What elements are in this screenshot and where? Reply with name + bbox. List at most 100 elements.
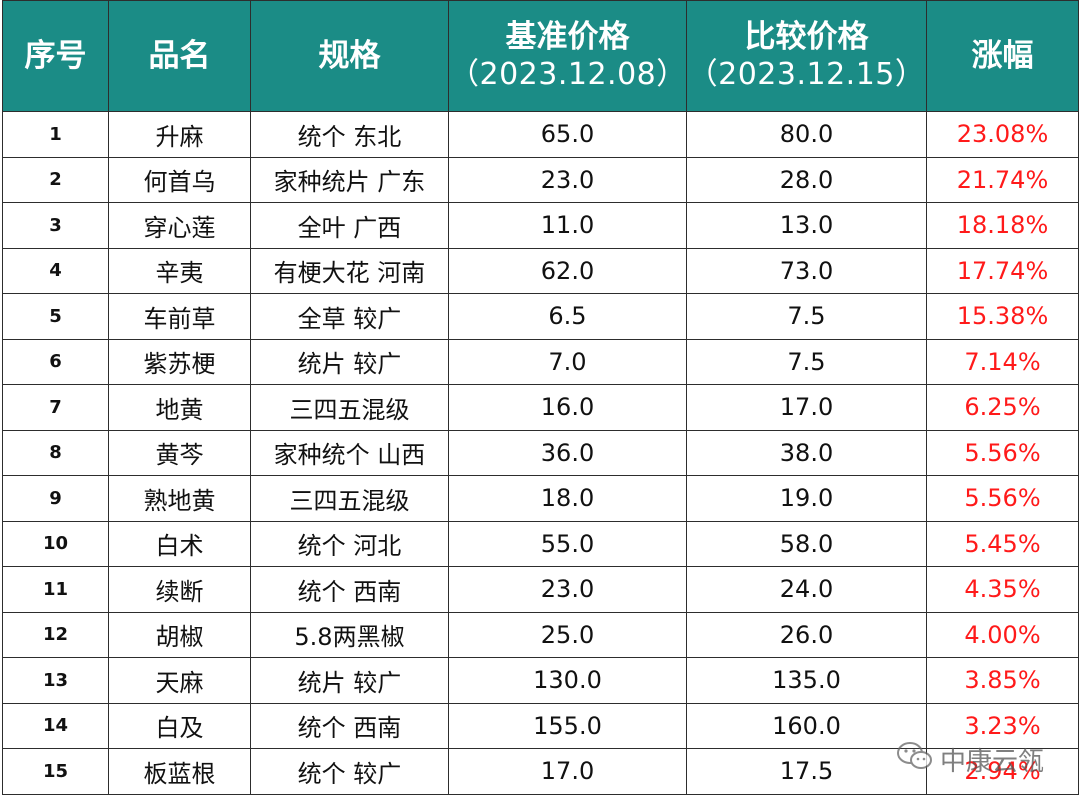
- row-spec: 统个 较广: [250, 748, 449, 795]
- row-change: 5.45%: [926, 520, 1079, 567]
- row-change: 2.94%: [926, 748, 1079, 795]
- row-index: 12: [2, 611, 109, 658]
- header-compare-price: 比较价格 （2023.12.15）: [686, 0, 927, 112]
- row-base-price: 23.0: [448, 566, 687, 613]
- row-spec: 统片 较广: [250, 338, 449, 385]
- row-spec: 三四五混级: [250, 384, 449, 431]
- row-compare-price: 7.5: [686, 293, 927, 340]
- row-name: 熟地黄: [108, 475, 251, 522]
- row-base-price: 6.5: [448, 293, 687, 340]
- row-compare-price: 80.0: [686, 111, 927, 158]
- row-index: 11: [2, 566, 109, 613]
- row-spec: 统个 西南: [250, 702, 449, 749]
- row-base-price: 25.0: [448, 611, 687, 658]
- row-spec: 5.8两黑椒: [250, 611, 449, 658]
- row-compare-price: 38.0: [686, 429, 927, 476]
- row-change: 23.08%: [926, 111, 1079, 158]
- row-name: 黄芩: [108, 429, 251, 476]
- row-name: 胡椒: [108, 611, 251, 658]
- row-base-price: 23.0: [448, 156, 687, 203]
- row-compare-price: 135.0: [686, 657, 927, 704]
- header-compare-price-date: （2023.12.15）: [687, 57, 926, 92]
- row-compare-price: 13.0: [686, 202, 927, 249]
- row-spec: 家种统片 广东: [250, 156, 449, 203]
- row-name: 续断: [108, 566, 251, 613]
- row-name: 紫苏梗: [108, 338, 251, 385]
- row-change: 7.14%: [926, 338, 1079, 385]
- table-row: 2 何首乌 家种统片 广东 23.0 28.0 21.74%: [2, 156, 1079, 203]
- watermark-text: 中康云瓴: [939, 747, 1044, 777]
- table-row: 4 辛夷 有梗大花 河南 62.0 73.0 17.74%: [2, 247, 1079, 294]
- row-base-price: 65.0: [448, 111, 687, 158]
- row-compare-price: 7.5: [686, 338, 927, 385]
- table-row: 10 白术 统个 河北 55.0 58.0 5.45%: [2, 520, 1079, 567]
- row-spec: 家种统个 山西: [250, 429, 449, 476]
- header-index: 序号: [2, 0, 109, 112]
- header-base-price-label: 基准价格: [505, 19, 630, 55]
- row-name: 辛夷: [108, 247, 251, 294]
- header-compare-price-label: 比较价格: [744, 19, 869, 55]
- row-change: 15.38%: [926, 293, 1079, 340]
- row-change: 4.00%: [926, 611, 1079, 658]
- row-name: 白术: [108, 520, 251, 567]
- row-spec: 三四五混级: [250, 475, 449, 522]
- row-compare-price: 26.0: [686, 611, 927, 658]
- row-name: 地黄: [108, 384, 251, 431]
- row-name: 白及: [108, 702, 251, 749]
- row-index: 3: [2, 202, 109, 249]
- row-base-price: 16.0: [448, 384, 687, 431]
- row-index: 8: [2, 429, 109, 476]
- table-row: 15 板蓝根 统个 较广 17.0 17.5 2.94%: [2, 748, 1079, 795]
- row-change: 5.56%: [926, 475, 1079, 522]
- row-base-price: 130.0: [448, 657, 687, 704]
- row-spec: 全叶 广西: [250, 202, 449, 249]
- row-base-price: 17.0: [448, 748, 687, 795]
- table-row: 3 穿心莲 全叶 广西 11.0 13.0 18.18%: [2, 202, 1079, 249]
- row-spec: 全草 较广: [250, 293, 449, 340]
- row-spec: 统个 东北: [250, 111, 449, 158]
- row-change: 18.18%: [926, 202, 1079, 249]
- row-compare-price: 58.0: [686, 520, 927, 567]
- table-body: 1 升麻 统个 东北 65.0 80.0 23.08% 2 何首乌 家种统片 广东 23.0 28.…: [2, 111, 1079, 795]
- row-name: 天麻: [108, 657, 251, 704]
- row-change: 5.56%: [926, 429, 1079, 476]
- header-name: 品名: [108, 0, 251, 112]
- row-index: 10: [2, 520, 109, 567]
- table-row: 8 黄芩 家种统个 山西 36.0 38.0 5.56%: [2, 429, 1079, 476]
- row-base-price: 36.0: [448, 429, 687, 476]
- row-base-price: 18.0: [448, 475, 687, 522]
- header-row: 序号 品名 规格 基准价格 （2023.12.08） 比较价格 （2023.12…: [2, 0, 1079, 112]
- table-row: 12 胡椒 5.8两黑椒 25.0 26.0 4.00%: [2, 611, 1079, 658]
- row-index: 1: [2, 111, 109, 158]
- header-base-price: 基准价格 （2023.12.08）: [448, 0, 687, 112]
- row-index: 7: [2, 384, 109, 431]
- row-change: 21.74%: [926, 156, 1079, 203]
- row-compare-price: 19.0: [686, 475, 927, 522]
- table-row: 13 天麻 统片 较广 130.0 135.0 3.85%: [2, 657, 1079, 704]
- row-index: 14: [2, 702, 109, 749]
- header-change: 涨幅: [926, 0, 1079, 112]
- row-change: 4.35%: [926, 566, 1079, 613]
- row-base-price: 55.0: [448, 520, 687, 567]
- row-index: 13: [2, 657, 109, 704]
- row-compare-price: 160.0: [686, 702, 927, 749]
- row-base-price: 62.0: [448, 247, 687, 294]
- row-compare-price: 17.5: [686, 748, 927, 795]
- row-index: 6: [2, 338, 109, 385]
- row-spec: 统片 较广: [250, 657, 449, 704]
- row-compare-price: 28.0: [686, 156, 927, 203]
- row-change: 3.85%: [926, 657, 1079, 704]
- row-change: 3.23%: [926, 702, 1079, 749]
- table-row: 9 熟地黄 三四五混级 18.0 19.0 5.56%: [2, 475, 1079, 522]
- watermark: 中康云瓴: [896, 741, 1044, 778]
- row-name: 升麻: [108, 111, 251, 158]
- table-row: 7 地黄 三四五混级 16.0 17.0 6.25%: [2, 384, 1079, 431]
- row-name: 何首乌: [108, 156, 251, 203]
- wechat-icon: [896, 741, 934, 778]
- table-row: 5 车前草 全草 较广 6.5 7.5 15.38%: [2, 293, 1079, 340]
- row-name: 车前草: [108, 293, 251, 340]
- header-spec: 规格: [250, 0, 449, 112]
- row-spec: 统个 西南: [250, 566, 449, 613]
- row-change: 17.74%: [926, 247, 1079, 294]
